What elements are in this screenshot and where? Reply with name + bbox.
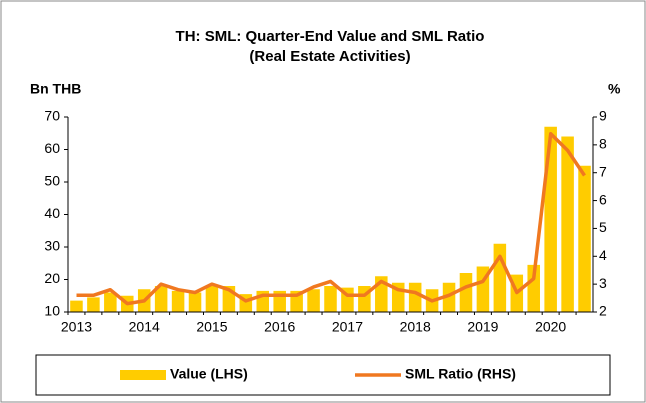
legend-swatch [120,370,166,380]
chart-title: TH: SML: Quarter-End Value and SML Ratio [176,28,485,45]
x-tick-label: 2018 [400,319,431,335]
y2-tick-label: 4 [599,247,607,263]
y-tick-label: 50 [44,173,60,189]
y-tick-label: 40 [44,205,60,221]
bar [104,292,117,312]
x-tick-label: 2019 [467,319,498,335]
bar [544,126,557,312]
x-tick-label: 2020 [535,319,566,335]
x-tick-label: 2016 [264,319,295,335]
bar [154,286,168,312]
x-tick-label: 2015 [196,319,227,335]
bar [459,273,473,312]
bar [561,136,574,312]
y-tick-label: 60 [44,140,60,156]
y2-tick-label: 5 [599,219,607,235]
y-tick-label: 10 [44,303,60,319]
bar [188,292,202,312]
x-tick-label: 2014 [129,319,160,335]
y2-tick-label: 9 [599,108,607,124]
y-tick-label: 30 [44,238,60,254]
bar [408,282,422,312]
chart-subtitle: (Real Estate Activities) [249,48,410,65]
y-axis-label: Bn THB [30,81,81,97]
x-tick-label: 2013 [61,319,92,335]
y2-tick-label: 8 [599,136,607,152]
x-tick-label: 2017 [332,319,363,335]
bar [324,286,337,312]
bar [578,165,591,312]
bar [205,286,219,312]
bar [171,290,185,312]
y2-axis-label: % [608,81,621,97]
bar [70,300,83,312]
y2-tick-label: 7 [599,163,607,179]
y-tick-label: 20 [44,270,60,286]
legend-label: Value (LHS) [170,366,248,382]
bar [442,282,456,312]
y2-tick-label: 2 [599,303,607,319]
bar [493,243,507,312]
ratio-line [76,131,586,306]
legend-label: SML Ratio (RHS) [405,366,516,382]
legend-box [35,354,611,396]
y2-tick-label: 6 [599,191,607,207]
y-tick-label: 70 [44,108,60,124]
bar [307,289,320,312]
bar [527,264,540,312]
bar [87,297,100,312]
y2-tick-label: 3 [599,275,607,291]
